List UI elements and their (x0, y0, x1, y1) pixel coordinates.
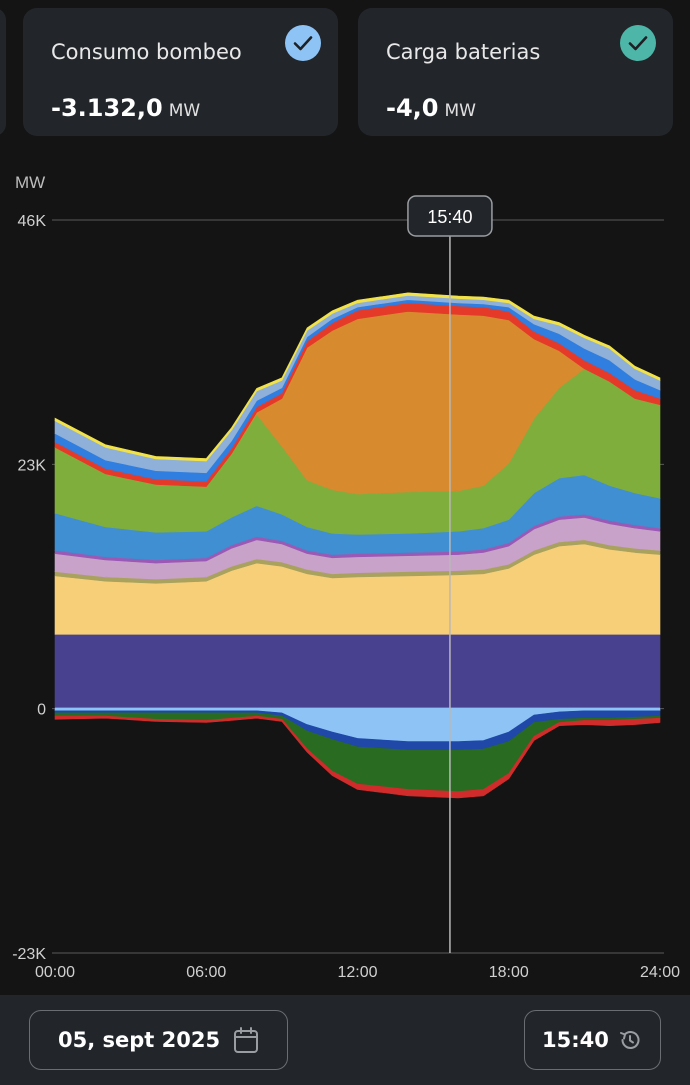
x-tick-label: 18:00 (489, 964, 529, 981)
card-label: Consumo bombeo (51, 40, 242, 64)
check-icon[interactable] (285, 25, 321, 61)
check-icon[interactable] (620, 25, 656, 61)
area-series-0 (54, 634, 661, 709)
time-picker-button[interactable]: 15:40 (524, 1010, 661, 1070)
cursor-time-label: 15:40 (427, 207, 472, 227)
bottom-bar: 05, sept 2025 15:40 (0, 995, 690, 1085)
area-series-15 (54, 715, 661, 799)
y-tick-label: 46K (18, 213, 47, 230)
card-value: -4,0 MW (386, 94, 476, 122)
date-picker-button[interactable]: 05, sept 2025 (29, 1010, 288, 1070)
time-text: 15:40 (542, 1028, 609, 1052)
pumping-consumption-card[interactable]: Consumo bombeo -3.132,0 MW (23, 8, 338, 136)
x-tick-label: 12:00 (337, 964, 377, 981)
battery-charge-card[interactable]: Carga baterias -4,0 MW (358, 8, 673, 136)
history-icon (618, 1028, 642, 1056)
card-label: Carga baterias (386, 40, 541, 64)
area-series-11 (54, 292, 661, 462)
y-tick-label: -23K (12, 946, 46, 963)
previous-card-edge[interactable] (0, 8, 6, 136)
card-unit: MW (168, 101, 201, 121)
y-tick-label: 0 (37, 702, 46, 719)
y-tick-label: 23K (18, 457, 47, 474)
card-value: -3.132,0 MW (51, 94, 201, 122)
y-axis-label: MW (15, 173, 45, 192)
generation-chart[interactable]: MW 46K 23K 0 -23K 00:00 06:00 12:00 18:00 24:00 15… (0, 160, 690, 990)
date-text: 05, sept 2025 (58, 1028, 221, 1052)
x-tick-label: 24:00 (640, 964, 680, 981)
calendar-icon (233, 1027, 259, 1058)
card-unit: MW (444, 101, 476, 121)
x-tick-label: 00:00 (35, 964, 75, 981)
x-tick-label: 06:00 (186, 964, 226, 981)
cursor-time-tooltip (407, 195, 493, 237)
